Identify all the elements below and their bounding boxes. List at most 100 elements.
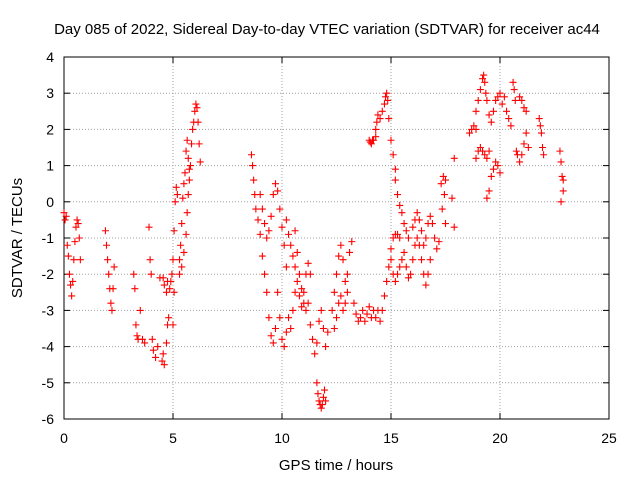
data-point: [179, 194, 187, 202]
data-point: [503, 107, 511, 115]
data-point: [274, 187, 282, 195]
y-tick-label: 1: [46, 158, 54, 174]
data-point: [265, 314, 273, 322]
data-point: [378, 306, 386, 314]
x-tick-label: 5: [169, 430, 177, 446]
data-point: [365, 303, 373, 311]
data-point: [280, 241, 288, 249]
data-point: [391, 165, 399, 173]
data-point: [324, 328, 332, 336]
data-point: [183, 136, 191, 144]
data-point: [396, 234, 404, 242]
data-point: [485, 187, 493, 195]
data-point: [402, 263, 410, 271]
data-point: [333, 314, 340, 322]
data-point: [494, 162, 502, 170]
data-point: [489, 165, 497, 173]
data-point: [389, 151, 397, 159]
data-point: [413, 209, 421, 217]
data-point: [480, 71, 488, 79]
data-point: [481, 151, 489, 159]
data-point: [333, 270, 340, 278]
data-point: [374, 111, 382, 119]
data-point: [522, 107, 530, 115]
data-point: [448, 194, 456, 202]
data-point: [256, 191, 264, 199]
data-point: [149, 346, 157, 354]
data-point: [505, 115, 513, 123]
data-point: [341, 299, 349, 307]
chart-title: Day 085 of 2022, Sidereal Day-to-day VTE…: [54, 21, 600, 38]
data-point: [346, 248, 354, 256]
data-point: [387, 256, 395, 264]
data-point: [378, 107, 386, 115]
data-point: [356, 314, 364, 322]
data-point: [189, 125, 197, 133]
x-axis-label: GPS time / hours: [279, 457, 393, 474]
data-point: [361, 317, 369, 325]
y-tick-label: 4: [46, 49, 54, 65]
data-point: [63, 241, 71, 249]
data-point: [162, 339, 170, 347]
data-point: [350, 299, 358, 307]
data-point: [476, 144, 484, 151]
data-point: [261, 220, 269, 228]
data-point: [130, 270, 138, 278]
data-point: [424, 270, 432, 278]
data-point: [322, 397, 330, 405]
data-point: [298, 303, 306, 311]
data-point: [170, 288, 178, 296]
data-point: [295, 270, 303, 278]
data-point: [159, 274, 167, 282]
data-point: [391, 176, 399, 184]
data-point: [110, 263, 118, 271]
data-point: [306, 270, 314, 278]
data-point: [487, 172, 495, 180]
data-point: [518, 96, 526, 104]
data-point: [165, 314, 173, 322]
data-point: [180, 180, 188, 188]
data-point: [195, 140, 203, 148]
y-tick-label: -6: [42, 411, 55, 427]
data-point: [152, 353, 160, 361]
data-point: [339, 306, 347, 314]
data-point: [67, 281, 75, 289]
data-point: [343, 270, 351, 278]
data-point: [559, 176, 567, 184]
data-point: [109, 285, 117, 293]
data-point: [394, 230, 402, 238]
data-point: [192, 100, 200, 108]
data-point: [402, 227, 410, 235]
data-point: [65, 270, 73, 278]
data-point: [315, 397, 323, 405]
data-point: [282, 263, 290, 271]
data-point: [271, 325, 279, 332]
x-tick-label: 10: [274, 430, 290, 446]
data-point: [483, 194, 491, 202]
data-point: [180, 248, 188, 256]
data-point: [166, 285, 174, 293]
data-point: [193, 104, 201, 112]
data-point: [291, 227, 299, 235]
x-tick-label: 25: [601, 430, 617, 446]
data-point: [398, 209, 406, 217]
data-point: [492, 158, 500, 166]
data-point: [420, 241, 428, 249]
data-point: [494, 93, 502, 101]
data-point: [258, 205, 266, 213]
data-point: [191, 107, 199, 115]
data-point: [476, 86, 484, 94]
data-point: [556, 147, 564, 155]
data-point: [321, 386, 329, 394]
data-point: [313, 379, 321, 387]
data-point: [384, 96, 392, 104]
data-point: [391, 277, 399, 285]
data-point: [60, 209, 68, 217]
data-point: [396, 201, 404, 209]
data-point: [280, 343, 288, 351]
data-point: [385, 263, 393, 271]
data-point: [389, 234, 397, 242]
y-tick-label: 3: [46, 85, 54, 101]
data-point: [131, 285, 139, 293]
data-point: [274, 288, 282, 296]
